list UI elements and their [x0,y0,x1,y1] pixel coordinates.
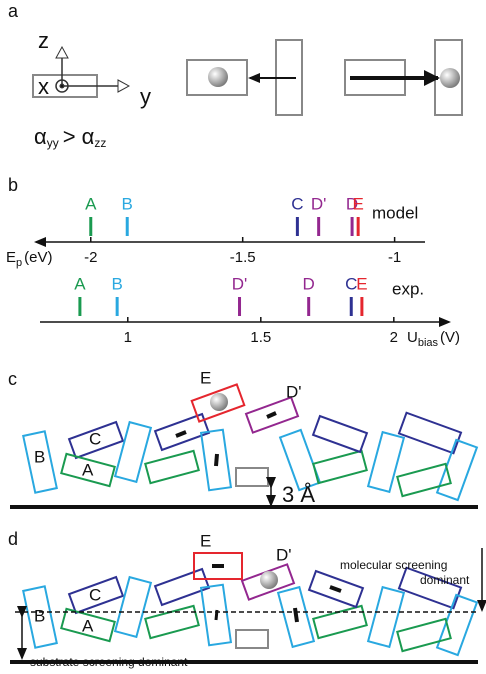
tick-label: 1 [124,329,132,346]
marker-label: A [85,194,97,213]
axis-subscript: bias [418,337,439,349]
marker-label: D' [311,194,327,213]
figure: a z x y αyy > αzz b -2 -1.5 -1 A B C D' D Emodel E… [0,0,486,674]
relation-text: > α [63,124,95,149]
axis-unit: (eV) [24,249,52,266]
distance: 3 Å [282,482,315,507]
label-a: A [82,460,94,479]
axis-z: z [38,28,49,53]
marker-label: E [352,194,363,213]
axis-title: Ep(eV) [6,249,52,269]
axis-title: Ubias(V) [407,329,460,349]
marker-label: D [303,274,315,293]
annotation: molecular screening [340,558,447,572]
label-d-prime: D' [286,382,302,401]
tick-label: -1.5 [230,249,256,266]
marker-label: E [356,274,367,293]
subscript: zz [94,136,106,150]
panel-label: a [8,1,19,21]
label-b: B [34,447,45,466]
label-c: C [89,429,101,448]
axis-symbol: U [407,329,418,346]
label-e: E [200,531,211,550]
label-e: E [200,368,211,387]
panel-label: b [8,175,18,195]
axis-y: y [140,84,151,109]
relation: αyy > αzz [34,124,106,150]
marker-label: C [291,194,303,213]
panel-label: d [8,529,18,549]
molecules-c [10,384,478,507]
marker-label: B [111,274,122,293]
label-b: B [34,606,45,625]
tick-label: 1.5 [250,329,271,346]
series-label: model [372,203,418,222]
axis-unit: (V) [440,329,460,346]
marker-label: D' [232,274,248,293]
axis-x: x [38,74,49,99]
tick-label: -2 [84,249,97,266]
alpha: α [34,124,47,149]
marker-label: A [74,274,86,293]
tick-label: 2 [390,329,398,346]
annotation: substrate screening dominant [30,655,188,669]
label-c: C [89,585,101,604]
label-d-prime: D' [276,545,292,564]
panel-label: c [8,369,17,389]
label-a: A [82,616,94,635]
axis-symbol: E [6,249,16,266]
marker-label: B [122,194,133,213]
subscript: yy [47,136,59,150]
annotation: dominant [420,573,470,587]
axis-subscript: p [16,257,22,269]
schematic-a [187,40,462,115]
series-label: exp. [392,279,424,298]
tick-label: -1 [388,249,401,266]
